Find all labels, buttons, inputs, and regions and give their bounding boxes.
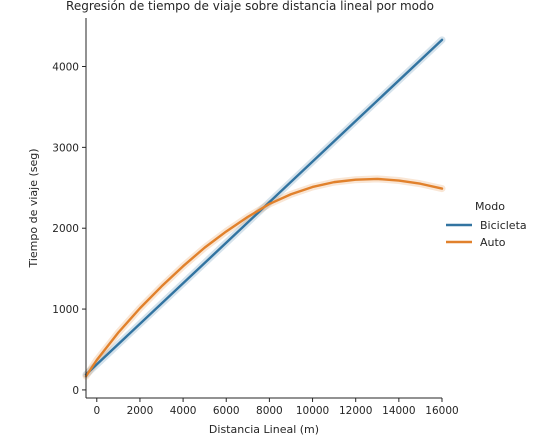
chart-title: Regresión de tiempo de viaje sobre dista… xyxy=(66,0,434,13)
x-tick-label: 14000 xyxy=(382,405,415,417)
y-tick-label: 0 xyxy=(72,385,79,397)
legend: Modo Bicicleta Auto xyxy=(446,200,527,249)
x-axis-label: Distancia Lineal (m) xyxy=(209,423,319,436)
x-tick-label: 2000 xyxy=(127,405,154,417)
legend-title: Modo xyxy=(475,200,505,213)
x-axis-ticks: 0 2000 4000 6000 8000 10000 12000 14000 16000 xyxy=(93,398,459,417)
series-line-auto xyxy=(84,177,444,378)
series-lines xyxy=(84,38,444,378)
x-tick-label: 12000 xyxy=(339,405,372,417)
x-tick-label: 4000 xyxy=(170,405,197,417)
y-tick-label: 2000 xyxy=(52,223,79,235)
x-tick-label: 16000 xyxy=(425,405,458,417)
x-tick-label: 6000 xyxy=(213,405,240,417)
y-tick-label: 4000 xyxy=(52,62,79,74)
legend-label: Bicicleta xyxy=(480,219,527,232)
y-axis-label: Tiempo de viaje (seg) xyxy=(27,148,40,268)
y-tick-label: 1000 xyxy=(52,304,79,316)
y-tick-label: 3000 xyxy=(52,142,79,154)
x-tick-label: 8000 xyxy=(256,405,283,417)
x-tick-label: 0 xyxy=(93,405,100,417)
x-tick-label: 10000 xyxy=(296,405,329,417)
legend-label: Auto xyxy=(480,236,506,249)
y-axis-ticks: 0 1000 2000 3000 4000 xyxy=(52,62,86,397)
